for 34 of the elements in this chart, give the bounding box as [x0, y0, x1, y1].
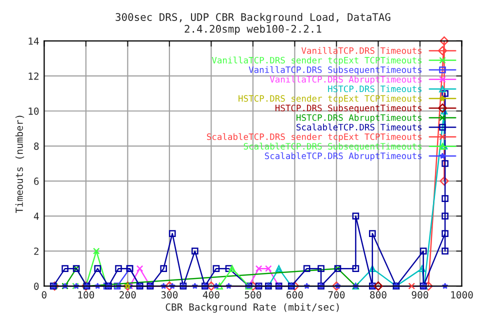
legend-label: HSTCP.DRS sender tcpExt TCPTimeouts: [238, 94, 422, 104]
legend-label: ScalableTCP.DRS AbruptTimeouts: [264, 152, 422, 161]
y-tick-label: 12: [28, 72, 38, 80]
legend-label: ScalableTCP.DRS Timeouts: [296, 124, 422, 130]
chart-title: 300sec DRS, UDP CBR Background Load, DataTAG 2.4.20smp web100-2.2.1: [116, 12, 390, 35]
legend-label: VanillaTCP.DRS Timeouts: [301, 47, 422, 54]
y-axis-title: Timeouts (number): [15, 116, 24, 214]
x-tick-label: 100: [78, 291, 94, 299]
y-tick-label: 8: [34, 142, 39, 150]
y-tick-label: 10: [28, 108, 39, 115]
legend-label: ScalableTCP.DRS sender tcpExt TCPTimeouts: [207, 133, 422, 142]
x-axis-title: CBR Background Rate (mbit/sec): [166, 303, 339, 313]
x-tick-label: 900: [412, 291, 428, 299]
legend-label: HSTCP.DRS AbruptTimeouts: [296, 114, 422, 123]
legend-label: ScalableTCP.DRS SubsequentTimeouts: [244, 142, 422, 152]
x-tick-label: 200: [120, 291, 136, 299]
x-tick-label: 700: [328, 291, 345, 299]
y-tick-label: 6: [34, 178, 39, 185]
legend-label: VanillaTCP.DRS sender tcpExt TCPTimeouts: [212, 56, 422, 66]
x-tick-label: 800: [370, 291, 386, 299]
x-tick-label: 400: [202, 291, 220, 299]
legend-label: VanillaTCP.DRS SubsequentTimeouts: [248, 66, 422, 75]
y-tick-label: 0: [34, 282, 39, 290]
legend-label: VanillaTCP.DRS AbruptTimeouts: [270, 76, 422, 84]
legend-label: HSTCP.DRS Timeouts: [328, 85, 422, 92]
x-tick-label: 600: [286, 291, 303, 299]
x-tick-label: 1000: [451, 291, 473, 299]
x-tick-label: 300: [161, 291, 178, 299]
y-tick-label: 2: [34, 248, 38, 255]
y-tick-label: 14: [28, 38, 39, 45]
x-tick-label: 0: [42, 291, 46, 299]
legend-label: HSTCP.DRS SubsequentTimeouts: [275, 104, 422, 114]
x-tick-label: 500: [244, 291, 262, 299]
y-tick-label: 4: [34, 212, 39, 220]
